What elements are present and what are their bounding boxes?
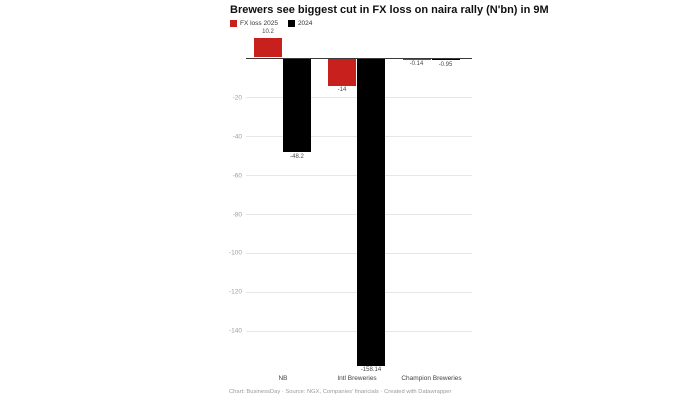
legend-label: FX loss 2025 — [240, 20, 278, 27]
bar-value-label: 10.2 — [262, 29, 274, 36]
bar-2024 — [431, 58, 460, 61]
legend: FX loss 2025 2024 — [230, 20, 312, 27]
x-axis-label: Champion Breweries — [401, 375, 462, 382]
y-tick-label: -20 — [232, 94, 242, 102]
y-tick-label: -140 — [228, 327, 242, 335]
legend-item: FX loss 2025 — [230, 20, 278, 27]
bar-2024 — [283, 58, 311, 153]
y-tick-label: -40 — [232, 133, 242, 141]
zero-baseline — [246, 57, 472, 59]
bar-value-label: -0.95 — [438, 61, 453, 68]
chart-title: Brewers see biggest cut in FX loss on na… — [230, 4, 549, 16]
bar-fx-loss-2025 — [254, 37, 282, 58]
y-tick-label: -60 — [232, 172, 242, 180]
legend-swatch — [287, 20, 295, 27]
bar-value-label: -14 — [337, 87, 347, 94]
y-tick-label: -120 — [228, 288, 242, 296]
bar-value-label: -48.2 — [290, 153, 304, 160]
bar-fx-loss-2025 — [402, 58, 431, 59]
legend-label: 2024 — [297, 20, 313, 27]
x-axis-label: NB — [278, 375, 288, 382]
bar-value-label: -0.14 — [409, 60, 424, 67]
legend-swatch — [230, 20, 237, 27]
y-tick-label: -80 — [232, 211, 242, 219]
legend-item: 2024 — [287, 20, 313, 27]
y-tick-label: -100 — [228, 249, 242, 257]
bar-value-label: -158.14 — [360, 367, 382, 374]
chart-footer: Chart: BusinessDay · Source: NGX, Compan… — [229, 389, 452, 395]
x-axis-label: Intl Breweries — [337, 375, 377, 382]
bar-2024 — [357, 58, 385, 366]
bar-fx-loss-2025 — [328, 58, 356, 86]
